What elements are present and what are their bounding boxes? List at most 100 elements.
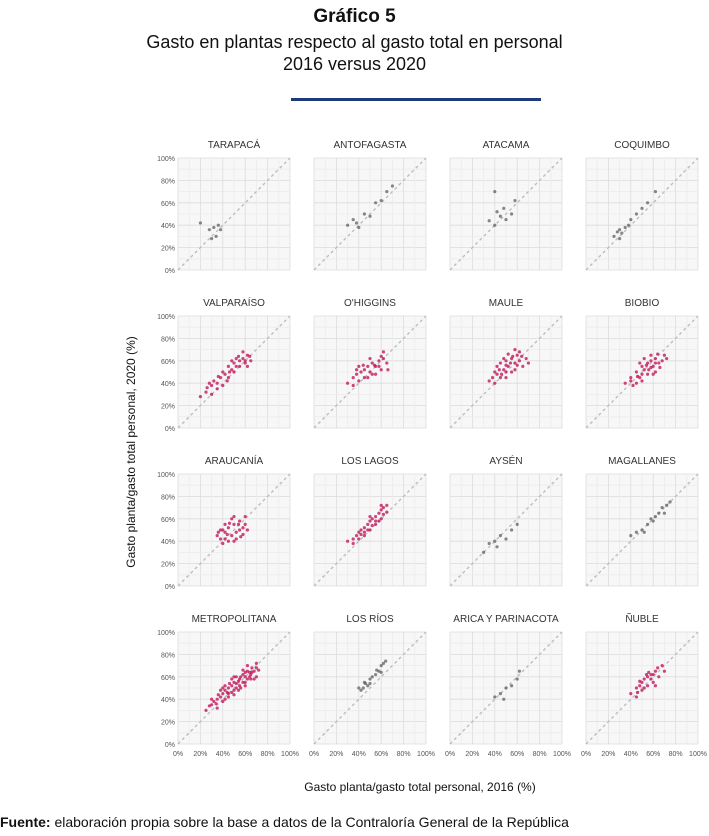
data-point — [657, 361, 661, 365]
y-tick-label: 80% — [161, 178, 175, 185]
x-tick-label: 0% — [173, 751, 183, 758]
data-point — [249, 359, 253, 363]
data-point — [207, 228, 211, 232]
data-point — [252, 677, 256, 681]
data-point — [221, 370, 225, 374]
y-tick-label: 0% — [165, 426, 175, 433]
data-point — [354, 221, 359, 225]
data-point — [493, 381, 497, 385]
data-point — [221, 528, 225, 532]
figure-label: Gráfico 5 — [313, 6, 396, 27]
data-point — [381, 661, 386, 665]
data-point — [662, 669, 667, 673]
x-tick-label: 80% — [669, 751, 683, 758]
data-point — [363, 681, 368, 686]
data-point — [215, 706, 219, 710]
data-point — [647, 368, 651, 372]
reference-diagonal — [585, 315, 699, 429]
data-point — [257, 668, 261, 672]
data-point — [354, 368, 359, 372]
data-point — [649, 353, 653, 357]
data-point — [510, 684, 514, 688]
y-tick-label: 60% — [161, 517, 175, 524]
data-point — [620, 231, 624, 235]
data-point — [504, 686, 508, 690]
data-point — [379, 198, 383, 203]
data-point — [226, 695, 230, 699]
data-point — [239, 675, 243, 679]
data-point — [504, 218, 508, 222]
data-point — [629, 692, 633, 696]
y-tick-label: 40% — [161, 697, 175, 704]
data-point — [359, 370, 363, 374]
data-point — [649, 517, 653, 521]
data-point — [638, 361, 642, 365]
data-point — [359, 528, 363, 532]
reference-diagonal — [585, 157, 699, 271]
data-point — [218, 695, 223, 699]
data-point — [665, 503, 669, 507]
data-point — [653, 684, 658, 688]
data-point — [366, 684, 370, 688]
data-point — [623, 225, 627, 230]
data-point — [245, 528, 250, 532]
data-point — [223, 530, 227, 534]
data-point — [368, 370, 372, 374]
data-point — [487, 379, 491, 383]
reference-diagonal — [313, 631, 427, 745]
data-point — [204, 708, 208, 713]
data-point — [515, 677, 519, 681]
data-point — [665, 356, 669, 361]
data-point — [510, 528, 514, 532]
data-point — [513, 198, 517, 203]
data-point — [243, 361, 247, 365]
y-tick-label: 100% — [157, 156, 175, 163]
panel-title: AYSÉN — [489, 454, 522, 467]
data-point — [234, 537, 238, 541]
data-point — [216, 693, 220, 697]
y-tick-label: 0% — [165, 268, 175, 275]
data-point — [351, 383, 355, 388]
data-point — [374, 201, 378, 205]
x-tick-label: 40% — [216, 751, 230, 758]
data-point — [226, 686, 230, 690]
data-point — [223, 372, 227, 376]
data-point — [216, 374, 220, 379]
panel-title: ARAUCANÍA — [205, 454, 264, 467]
y-tick-label: 20% — [161, 404, 175, 411]
panel-title: METROPOLITANA — [192, 614, 277, 625]
data-point — [618, 237, 622, 241]
data-point — [357, 364, 361, 368]
data-point — [254, 661, 258, 665]
data-point — [236, 679, 241, 683]
data-point — [656, 352, 660, 356]
data-point — [234, 530, 238, 534]
y-tick-label: 60% — [161, 359, 175, 366]
data-point — [634, 370, 639, 374]
data-point — [381, 506, 386, 510]
y-tick-label: 60% — [161, 201, 175, 208]
data-point — [493, 695, 497, 699]
x-tick-label: 20% — [601, 751, 615, 758]
data-point — [236, 688, 241, 692]
y-tick-label: 100% — [157, 630, 175, 637]
data-point — [493, 223, 497, 227]
data-point — [640, 688, 644, 692]
y-tick-label: 40% — [161, 381, 175, 388]
data-point — [216, 530, 220, 534]
data-point — [515, 522, 519, 527]
panel: ANTOFAGASTA — [313, 140, 427, 271]
data-point — [241, 672, 245, 677]
data-point — [230, 677, 234, 681]
data-point — [662, 353, 667, 357]
y-tick-label: 100% — [157, 314, 175, 321]
data-point — [493, 370, 497, 374]
panel-title: MAULE — [489, 298, 524, 309]
x-tick-label: 0% — [309, 751, 319, 758]
data-point — [629, 218, 633, 222]
data-point — [248, 354, 252, 358]
data-point — [640, 206, 644, 210]
data-point — [223, 697, 227, 701]
data-point — [379, 354, 383, 358]
